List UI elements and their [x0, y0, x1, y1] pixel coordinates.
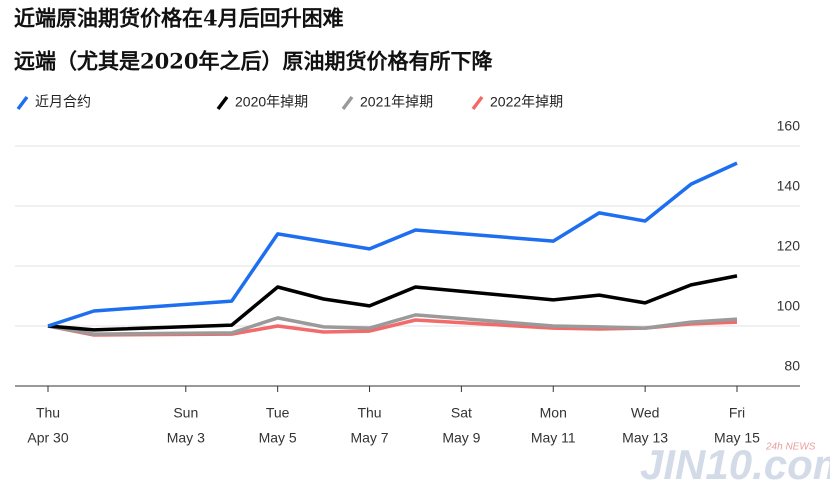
chart-title: 近端原油期货价格在4月后回升困难	[14, 6, 344, 31]
watermark-tag: 24h NEWS	[765, 442, 816, 453]
legend-swatch	[341, 95, 354, 111]
x-tick-weekday: Sat	[451, 405, 472, 421]
x-tick-weekday: Sun	[173, 405, 198, 421]
legend-swatch	[471, 95, 484, 111]
watermark: JIN10.com	[640, 441, 830, 488]
series-line	[47, 313, 738, 336]
y-tick-label: 140	[777, 178, 801, 194]
x-tick-weekday: Mon	[540, 405, 567, 421]
x-tick-label: May 15	[714, 430, 760, 446]
x-tick-weekday: Thu	[36, 405, 60, 421]
chart-subtitle: 远端（尤其是2020年之后）原油期货价格有所下降	[14, 49, 493, 74]
x-tick-label: May 13	[622, 430, 668, 446]
x-tick-label: May 5	[259, 430, 297, 446]
y-tick-label: 80	[784, 358, 800, 374]
x-tick-label: May 11	[531, 430, 576, 446]
legend-label: 2022年掉期	[490, 94, 563, 110]
x-tick-label: Apr 30	[27, 430, 68, 446]
x-tick-label: May 9	[442, 430, 480, 446]
legend-swatch	[16, 95, 29, 111]
y-tick-label: 120	[777, 238, 801, 254]
x-tick-label: May 7	[350, 430, 388, 446]
legend-label: 2020年掉期	[235, 94, 308, 110]
y-tick-label: 160	[777, 118, 801, 134]
legend-label: 2021年掉期	[360, 94, 433, 110]
legend-swatch	[216, 95, 229, 111]
series-line	[47, 274, 738, 332]
y-tick-label: 100	[777, 298, 801, 314]
x-tick-weekday: Tue	[266, 405, 290, 421]
legend-label: 近月合约	[35, 94, 91, 110]
x-tick-label: May 3	[167, 430, 205, 446]
x-tick-weekday: Thu	[357, 405, 381, 421]
x-tick-weekday: Wed	[631, 405, 660, 421]
series-line	[47, 161, 738, 328]
x-tick-weekday: Fri	[729, 405, 745, 421]
